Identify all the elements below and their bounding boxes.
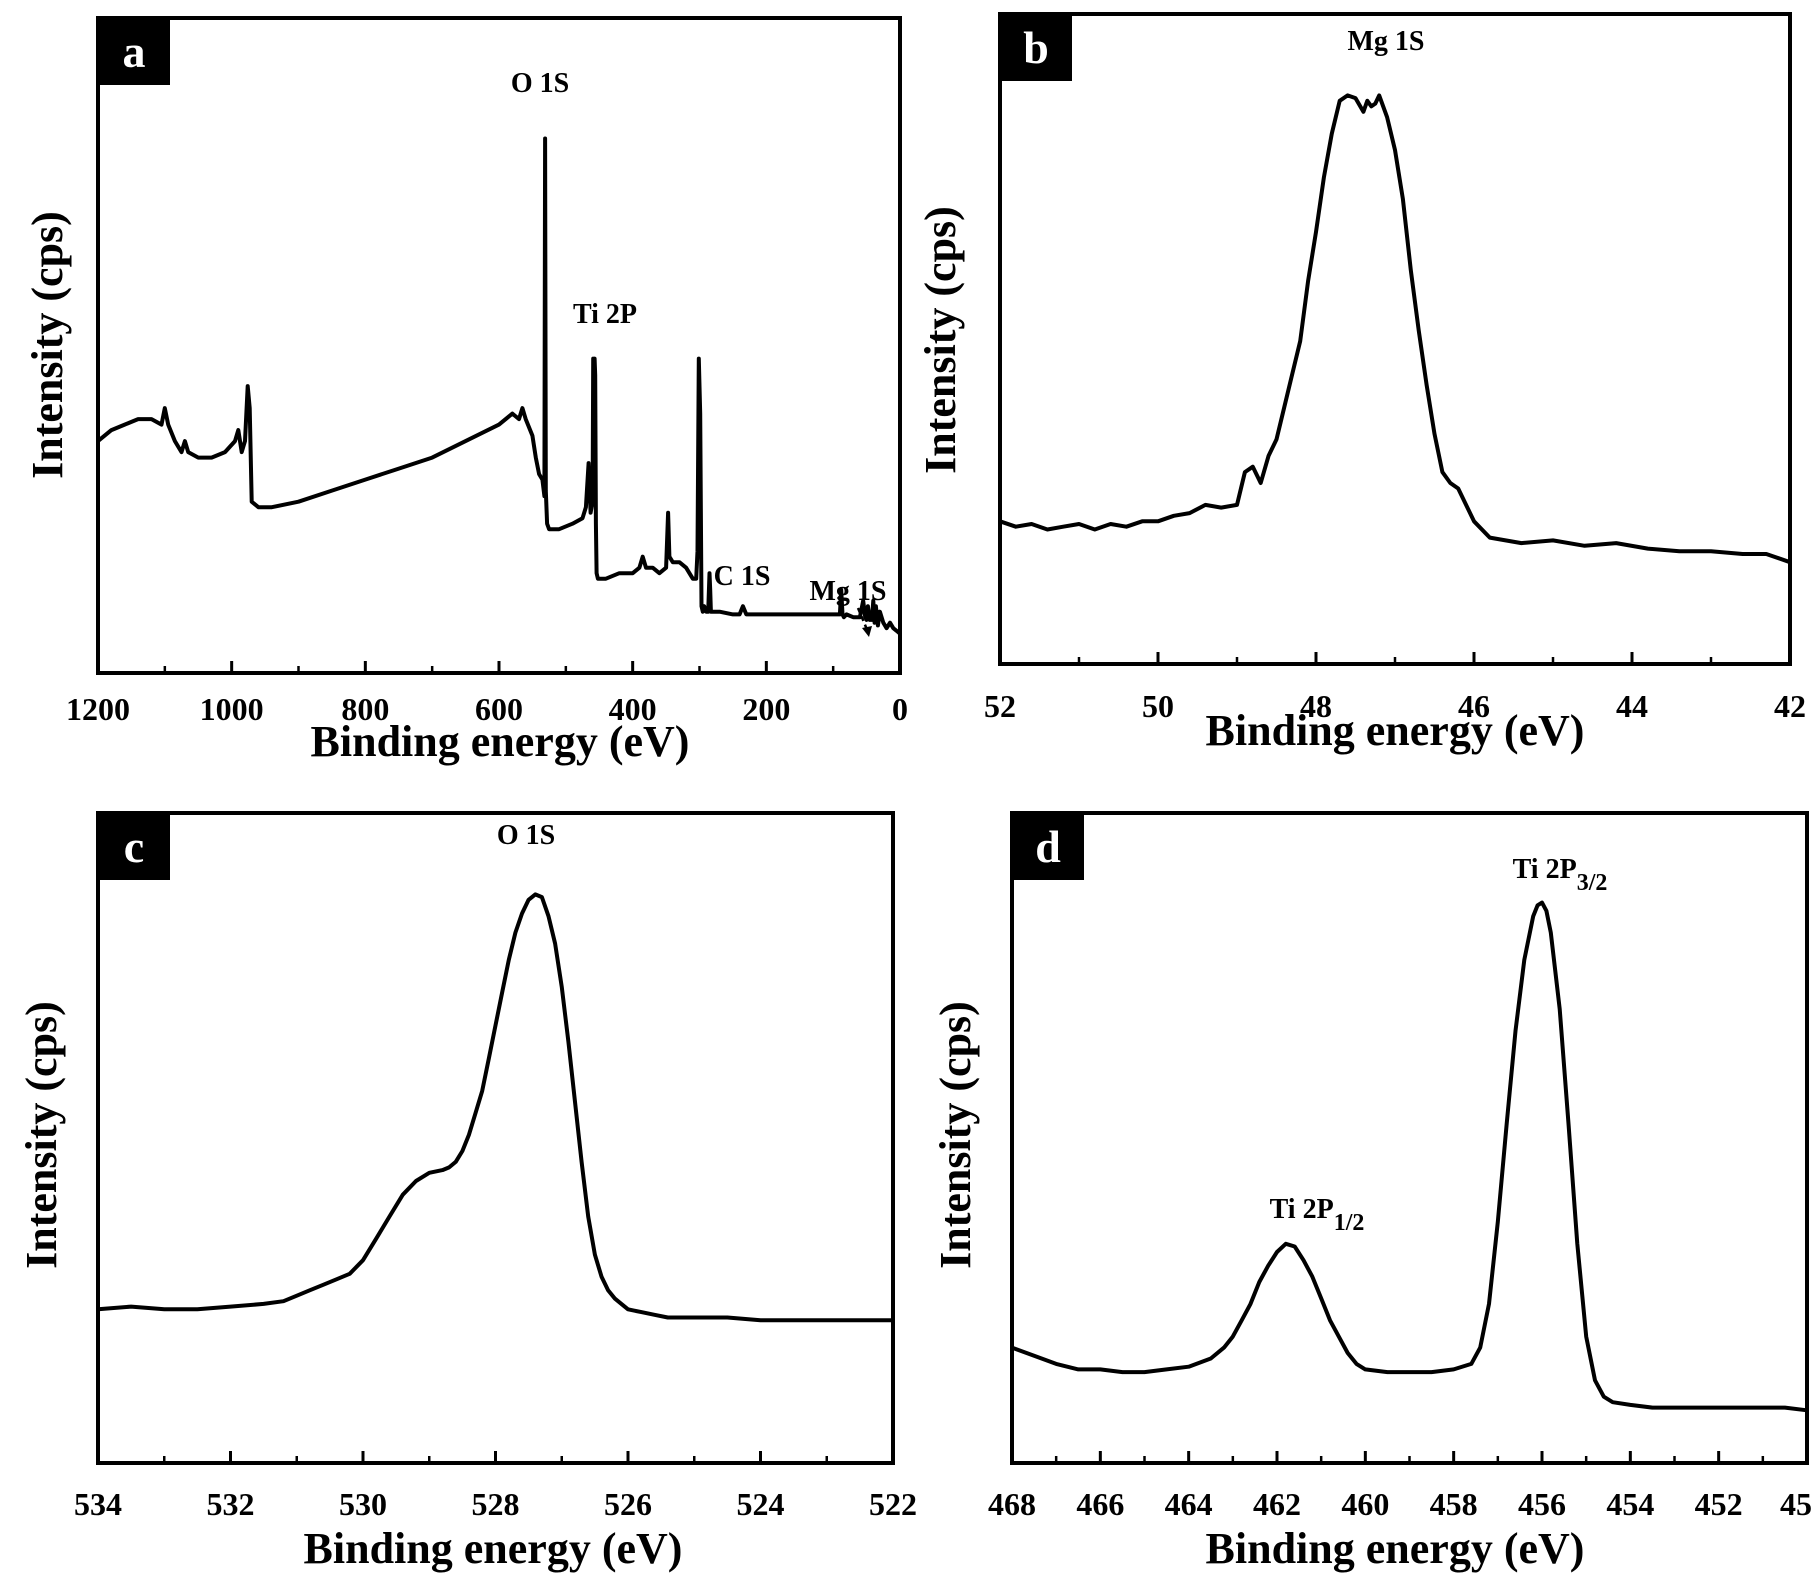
panel-letter-box [98, 813, 170, 880]
x-tick-label: 200 [742, 691, 790, 727]
x-tick-label: 52 [984, 688, 1016, 724]
panel-letter-box [1000, 14, 1072, 81]
peak-label-ti2p32: Ti 2P3/2 [1513, 854, 1608, 896]
x-tick-label: 1000 [200, 691, 264, 727]
x-tick-label: 50 [1142, 688, 1174, 724]
x-tick-label: 526 [604, 1486, 652, 1522]
spectrum-line [999, 93, 1791, 565]
x-tick-label: 522 [869, 1486, 917, 1522]
panel-letter-box [1012, 813, 1084, 880]
x-tick-label: 45 [1780, 1486, 1812, 1522]
x-tick-label: 42 [1774, 688, 1806, 724]
x-tick-label: 464 [1165, 1486, 1213, 1522]
spectrum-line [97, 892, 893, 1323]
panel-letter: d [1035, 821, 1061, 872]
x-tick-label: 458 [1430, 1486, 1478, 1522]
x-tick-label: 400 [609, 691, 657, 727]
x-ticks: 534 532 530 528 526 524 522 [74, 1451, 917, 1522]
x-ticks: 52 50 48 46 44 42 [984, 652, 1806, 724]
peak-label-c1s: C 1S [714, 561, 771, 592]
y-axis-title: Intensity (cps) [23, 211, 72, 479]
x-tick-label: 466 [1076, 1486, 1124, 1522]
peak-label-ti2p: Ti 2P [573, 299, 637, 330]
x-tick-label: 600 [475, 691, 523, 727]
y-axis-title: Intensity (cps) [916, 206, 965, 474]
peak-label-o1s: O 1S [497, 820, 555, 851]
peak-label-ti2p12: Ti 2P1/2 [1270, 1194, 1365, 1236]
peak-label-mg1s: Mg 1S [810, 576, 887, 607]
peak-label-subscript: 1/2 [1334, 1210, 1365, 1236]
peak-label-main: Ti 2P [1513, 854, 1577, 885]
x-tick-label: 532 [207, 1486, 255, 1522]
x-tick-label: 452 [1695, 1486, 1743, 1522]
panel-letter: c [124, 821, 144, 872]
spectrum-line [96, 136, 902, 636]
x-tick-label: 524 [737, 1486, 785, 1522]
x-tick-label: 44 [1616, 688, 1648, 724]
plot-frame [96, 16, 902, 675]
plot-frame [998, 12, 1792, 666]
x-tick-label: 0 [892, 691, 908, 727]
x-tick-label: 800 [341, 691, 389, 727]
x-tick-label: 456 [1518, 1486, 1566, 1522]
panel-letter-box [98, 18, 170, 85]
panel-b: b 52 50 48 46 44 42 Mg 1S Binding energy (eV)… [916, 12, 1806, 755]
x-ticks: 468 466 464 462 460 458 456 454 452 45 [988, 1451, 1812, 1522]
panel-letter: a [123, 26, 146, 77]
x-axis-title: Binding energy (eV) [311, 717, 690, 766]
x-tick-label: 460 [1341, 1486, 1389, 1522]
x-tick-label: 534 [74, 1486, 122, 1522]
x-axis-title: Binding energy (eV) [1206, 706, 1585, 755]
panel-a: a 1200 1000 800 600 400 200 0 O 1S Ti 2P C 1S … [23, 16, 908, 766]
plot-frame [96, 811, 895, 1465]
y-axis-title: Intensity (cps) [931, 1001, 980, 1269]
x-tick-label: 530 [339, 1486, 387, 1522]
x-tick-label: 468 [988, 1486, 1036, 1522]
peak-label-o1s: O 1S [511, 68, 569, 99]
peak-label-mg1s: Mg 1S [1348, 26, 1425, 57]
x-tick-label: 1200 [66, 691, 130, 727]
plot-frame [1010, 811, 1809, 1465]
x-axis-title: Binding energy (eV) [1206, 1524, 1585, 1573]
x-ticks: 1200 1000 800 600 400 200 0 [66, 661, 908, 727]
x-tick-label: 454 [1606, 1486, 1654, 1522]
peak-label-main: Ti 2P [1270, 1194, 1334, 1225]
spectrum-line [1011, 900, 1808, 1413]
panel-c: c 534 532 530 528 526 524 522 O 1S Binding ene… [17, 811, 917, 1573]
x-tick-label: 462 [1253, 1486, 1301, 1522]
x-tick-label: 46 [1458, 688, 1490, 724]
panel-letter: b [1023, 22, 1049, 73]
x-tick-label: 48 [1300, 688, 1332, 724]
x-axis-title: Binding energy (eV) [304, 1524, 683, 1573]
x-tick-label: 528 [472, 1486, 520, 1522]
mg1s-arrowhead [862, 626, 872, 637]
y-axis-title: Intensity (cps) [17, 1001, 66, 1269]
peak-label-subscript: 3/2 [1577, 870, 1608, 896]
panel-d: d 468 466 464 462 460 458 456 454 452 45 Ti 2P3/2… [931, 811, 1812, 1573]
